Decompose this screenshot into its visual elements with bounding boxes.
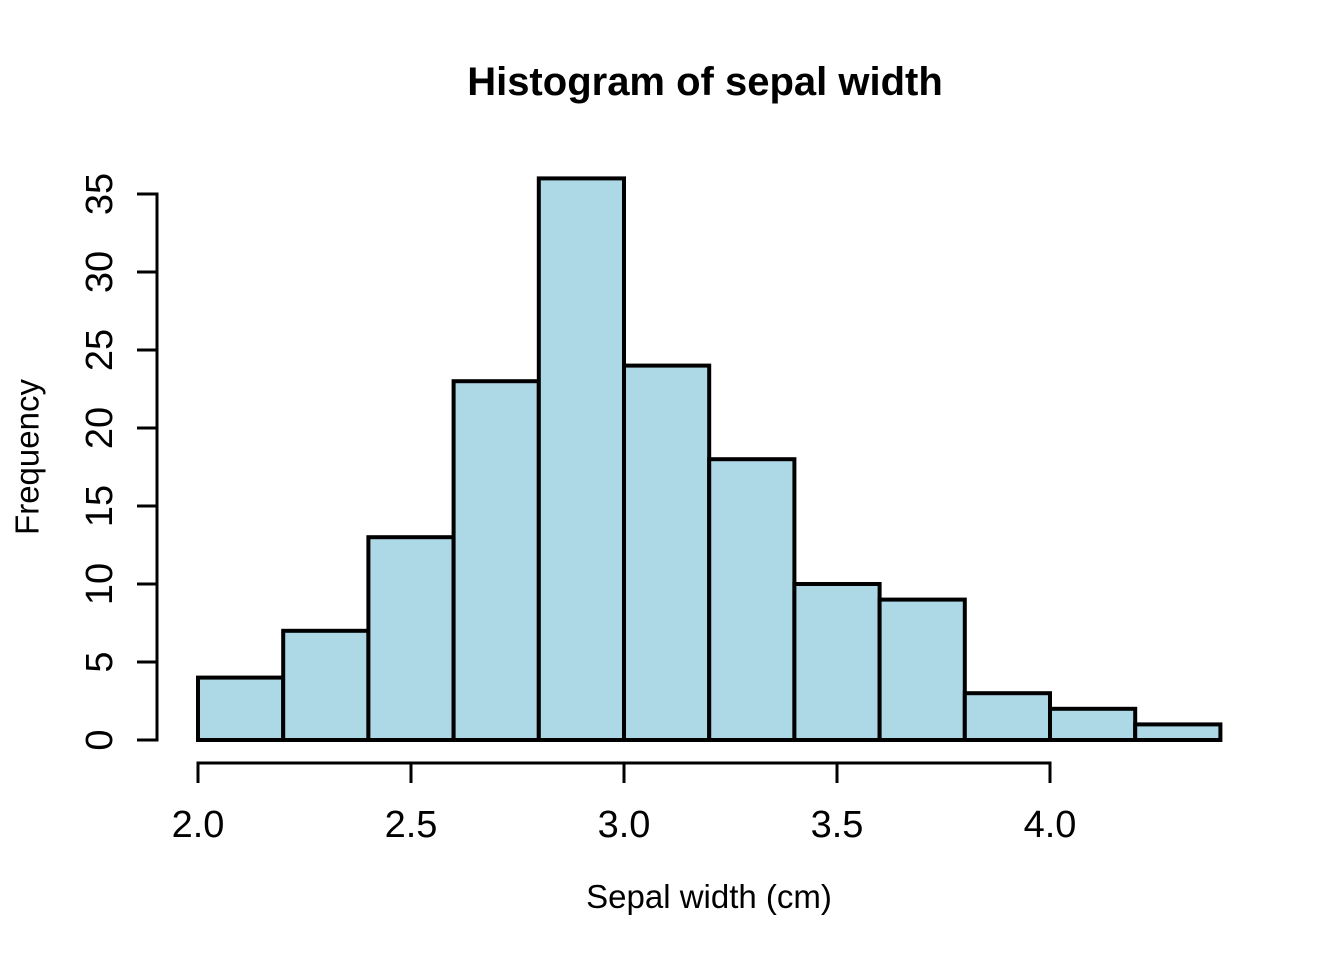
- y-axis-label: Frequency: [9, 379, 46, 535]
- y-tick-label: 30: [79, 251, 121, 293]
- y-tick-label: 10: [79, 563, 121, 605]
- chart-title: Histogram of sepal width: [467, 60, 943, 104]
- histogram-bar: [622, 363, 712, 742]
- histogram-bar: [707, 457, 797, 742]
- histogram-bar: [962, 691, 1052, 743]
- bars-group: [196, 176, 1223, 743]
- x-tick-label: 3.5: [811, 804, 864, 846]
- x-axis-label: Sepal width (cm): [586, 878, 832, 915]
- histogram-bar: [1133, 722, 1223, 743]
- histogram-bar: [877, 597, 967, 742]
- histogram-bar: [281, 628, 371, 742]
- histogram-bar: [366, 535, 456, 743]
- y-tick-label: 35: [79, 173, 121, 215]
- x-tick-label: 4.0: [1024, 804, 1077, 846]
- y-tick-label: 25: [79, 329, 121, 371]
- histogram-bar: [792, 582, 882, 742]
- histogram-bar: [1048, 706, 1138, 742]
- x-tick-label: 3.0: [598, 804, 651, 846]
- y-tick-label: 20: [79, 407, 121, 449]
- y-tick-label: 15: [79, 485, 121, 527]
- histogram-bar: [196, 675, 286, 742]
- y-tick-label: 0: [79, 729, 121, 750]
- axes-group: 0 5 10 15 20 25 30 35 2.0 2.5 3.0 3.5 4.0: [79, 173, 1076, 846]
- x-tick-label: 2.5: [385, 804, 438, 846]
- x-tick-label: 2.0: [172, 804, 225, 846]
- y-tick-label: 5: [79, 651, 121, 672]
- histogram-bar: [536, 176, 626, 742]
- histogram-bar: [451, 379, 541, 742]
